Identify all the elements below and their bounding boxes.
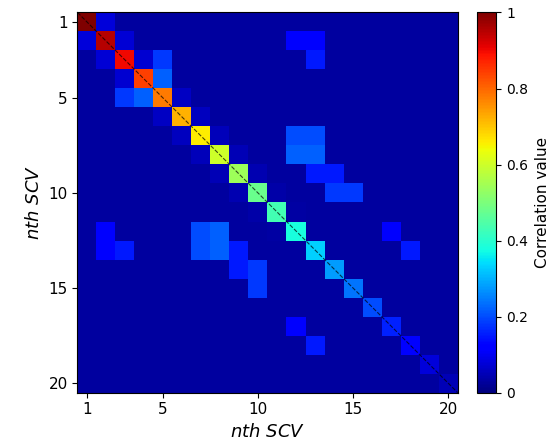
- X-axis label: $n$th SCV: $n$th SCV: [230, 423, 305, 441]
- Y-axis label: Correlation value: Correlation value: [535, 137, 550, 268]
- Y-axis label: $n$th SCV: $n$th SCV: [25, 165, 43, 240]
